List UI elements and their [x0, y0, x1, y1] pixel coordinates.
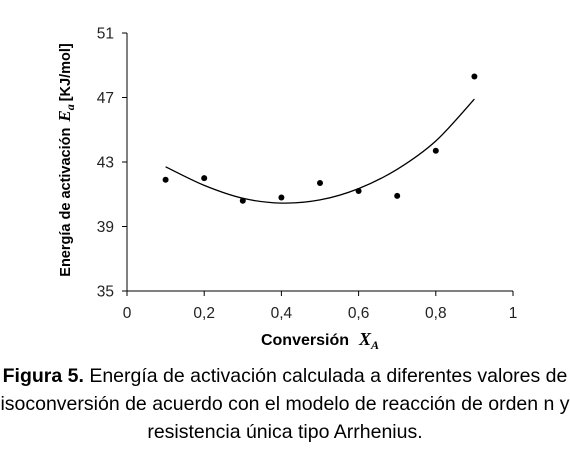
x-tick-label: 0 [123, 305, 132, 322]
data-point [201, 175, 208, 182]
chart-axes [126, 33, 513, 292]
data-point [471, 73, 478, 80]
data-point [394, 192, 401, 199]
data-point [317, 179, 323, 186]
data-point [432, 147, 439, 154]
chart: 0 0,2 0,4 0,6 0,8 1 35 39 43 47 51 Conversión XA E… [55, 26, 518, 353]
x-tick-label: 0,6 [348, 305, 370, 322]
figure-caption: Figura 5. Energía de activación calculad… [0, 362, 570, 446]
x-tick-label: 0,4 [271, 305, 293, 322]
y-axis-label-text: Energía de activación [58, 128, 74, 277]
x-axis-ticks: 0 0,2 0,4 0,6 0,8 1 [123, 291, 518, 322]
data-point [239, 197, 246, 204]
y-axis-subscript: a [63, 104, 77, 110]
data-points [162, 73, 478, 204]
x-tick-label: 0,2 [193, 305, 215, 322]
caption-text: Energía de activación calculada a difere… [0, 365, 570, 443]
x-axis-label: Conversión XA [261, 329, 379, 352]
x-axis-symbol: X [358, 329, 372, 349]
y-tick-label: 35 [97, 284, 114, 301]
y-tick-label: 51 [97, 26, 114, 43]
x-axis-subscript: A [370, 338, 379, 352]
y-tick-label: 39 [97, 219, 114, 236]
x-axis-label-text: Conversión [261, 332, 349, 349]
data-point [162, 176, 169, 183]
y-axis-symbol: E [55, 110, 74, 122]
trendline [165, 98, 475, 204]
y-tick-label: 47 [97, 90, 114, 107]
y-axis-unit: [KJ/mol] [58, 43, 74, 101]
x-tick-label: 1 [509, 305, 518, 322]
y-axis-label: Energía de activación Ea [KJ/mol] [55, 43, 77, 277]
data-point [355, 188, 362, 195]
y-axis-ticks: 35 39 43 47 51 [97, 26, 127, 301]
data-point [278, 194, 285, 201]
x-tick-label: 0,8 [425, 305, 447, 322]
y-tick-label: 43 [97, 155, 114, 172]
caption-label: Figura 5. [2, 365, 84, 387]
